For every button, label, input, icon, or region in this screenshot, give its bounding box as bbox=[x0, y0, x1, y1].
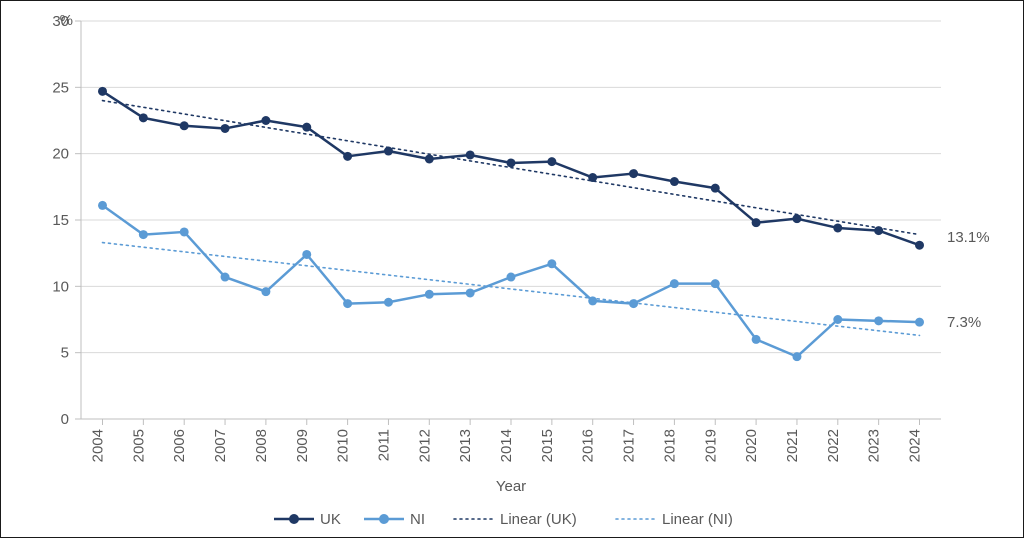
series-marker-ni bbox=[547, 259, 556, 268]
series-marker-ni bbox=[384, 298, 393, 307]
series-marker-uk bbox=[343, 152, 352, 161]
x-tick-label: 2018 bbox=[661, 429, 678, 462]
legend-item: Linear (NI) bbox=[616, 511, 733, 528]
x-tick-label: 2014 bbox=[498, 429, 515, 462]
legend-marker-icon bbox=[379, 514, 389, 524]
x-tick-label: 2005 bbox=[130, 429, 147, 462]
x-tick-label: 2024 bbox=[907, 429, 924, 462]
series-marker-uk bbox=[98, 87, 107, 96]
x-tick-label: 2019 bbox=[702, 429, 719, 462]
series-marker-ni bbox=[466, 288, 475, 297]
series-marker-uk bbox=[302, 123, 311, 132]
legend-label: Linear (NI) bbox=[662, 511, 733, 528]
y-tick-label: 0 bbox=[61, 411, 69, 428]
series-marker-ni bbox=[98, 201, 107, 210]
chart-container: 051015202530%200420052006200720082009201… bbox=[0, 0, 1024, 538]
x-tick-label: 2007 bbox=[212, 429, 229, 462]
y-tick-label: 20 bbox=[52, 146, 69, 163]
series-marker-uk bbox=[874, 226, 883, 235]
x-tick-label: 2020 bbox=[743, 429, 760, 462]
series-marker-uk bbox=[384, 147, 393, 156]
series-end-label-ni: 7.3% bbox=[947, 314, 981, 331]
series-marker-ni bbox=[588, 296, 597, 305]
x-tick-label: 2009 bbox=[294, 429, 311, 462]
x-tick-label: 2010 bbox=[335, 429, 352, 462]
series-marker-uk bbox=[425, 154, 434, 163]
series-marker-ni bbox=[752, 335, 761, 344]
y-tick-label: 25 bbox=[52, 79, 69, 96]
x-tick-label: 2013 bbox=[457, 429, 474, 462]
series-marker-ni bbox=[792, 352, 801, 361]
series-marker-uk bbox=[629, 169, 638, 178]
legend-label: UK bbox=[320, 511, 341, 528]
series-marker-uk bbox=[547, 157, 556, 166]
legend-marker-icon bbox=[289, 514, 299, 524]
series-marker-ni bbox=[221, 273, 230, 282]
series-marker-ni bbox=[261, 287, 270, 296]
series-marker-uk bbox=[711, 184, 720, 193]
x-tick-label: 2016 bbox=[580, 429, 597, 462]
series-marker-ni bbox=[139, 230, 148, 239]
x-tick-label: 2023 bbox=[866, 429, 883, 462]
series-marker-uk bbox=[261, 116, 270, 125]
x-tick-label: 2022 bbox=[825, 429, 842, 462]
series-marker-uk bbox=[792, 214, 801, 223]
series-marker-ni bbox=[711, 279, 720, 288]
series-group bbox=[98, 87, 924, 361]
x-tick-label: 2015 bbox=[539, 429, 556, 462]
series-marker-uk bbox=[466, 150, 475, 159]
series-marker-ni bbox=[425, 290, 434, 299]
series-marker-ni bbox=[629, 299, 638, 308]
gridlines bbox=[81, 21, 941, 419]
x-tick-label: 2006 bbox=[171, 429, 188, 462]
y-tick-label: 10 bbox=[52, 278, 69, 295]
x-tick-label: 2008 bbox=[253, 429, 270, 462]
x-tick-label: 2021 bbox=[784, 429, 801, 462]
series-marker-ni bbox=[915, 318, 924, 327]
legend-label: Linear (UK) bbox=[500, 511, 577, 528]
series-marker-ni bbox=[507, 273, 516, 282]
series-marker-uk bbox=[915, 241, 924, 250]
y-tick-label: 15 bbox=[52, 212, 69, 229]
series-marker-uk bbox=[833, 223, 842, 232]
x-tick-label: 2017 bbox=[621, 429, 638, 462]
trendline-ni_linear bbox=[103, 243, 920, 336]
series-marker-uk bbox=[588, 173, 597, 182]
y-unit-label: % bbox=[60, 12, 73, 29]
series-marker-uk bbox=[180, 121, 189, 130]
legend-item: UK bbox=[274, 511, 341, 528]
y-tick-label: 5 bbox=[61, 345, 69, 362]
x-axis-title: Year bbox=[496, 478, 526, 495]
legend: UK NI Linear (UK) Linear (NI) bbox=[274, 511, 733, 528]
legend-label: NI bbox=[410, 511, 425, 528]
series-marker-ni bbox=[343, 299, 352, 308]
series-marker-uk bbox=[752, 218, 761, 227]
series-marker-uk bbox=[670, 177, 679, 186]
y-axis: 051015202530% bbox=[52, 12, 81, 428]
legend-item: NI bbox=[364, 511, 425, 528]
series-marker-uk bbox=[221, 124, 230, 133]
series-marker-ni bbox=[874, 316, 883, 325]
line-chart: 051015202530%200420052006200720082009201… bbox=[1, 1, 1023, 537]
legend-item: Linear (UK) bbox=[454, 511, 577, 528]
series-end-label-uk: 13.1% bbox=[947, 229, 990, 246]
x-tick-label: 2004 bbox=[90, 429, 107, 462]
series-marker-ni bbox=[180, 227, 189, 236]
series-marker-ni bbox=[302, 250, 311, 259]
series-marker-uk bbox=[507, 158, 516, 167]
x-axis: 2004 2005 2006 2007 2008 2009 2010 2011 2012 2013… bbox=[81, 419, 941, 495]
series-marker-ni bbox=[833, 315, 842, 324]
series-marker-ni bbox=[670, 279, 679, 288]
x-tick-label: 2011 bbox=[375, 429, 392, 461]
series-marker-uk bbox=[139, 113, 148, 122]
x-tick-label: 2012 bbox=[416, 429, 433, 462]
